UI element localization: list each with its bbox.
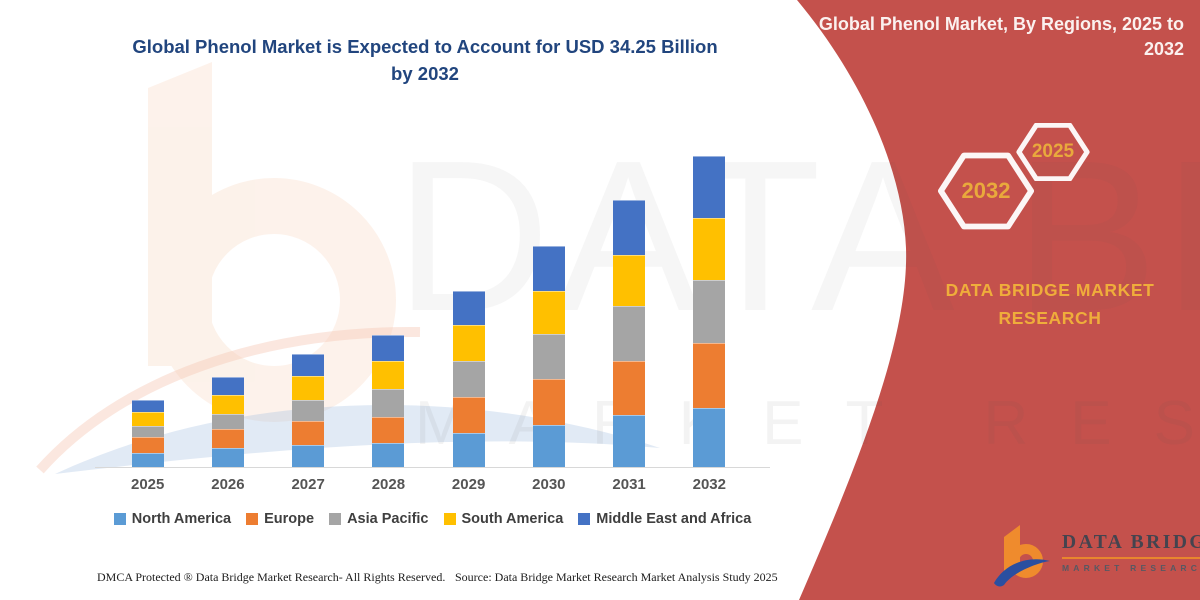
x-axis-label-2026: 2026 (211, 476, 245, 493)
x-axis-label-2030: 2030 (532, 476, 566, 493)
legend-item: North America (113, 511, 232, 527)
bar-segment-2029 (452, 360, 485, 398)
hexagon-2025-label: 2025 (1031, 141, 1075, 162)
bar-segment-2028 (372, 389, 405, 418)
bar-segment-2025 (131, 411, 164, 427)
bar-segment-2032 (693, 408, 726, 467)
watermark-databridge-text: DATA BRIDGE (395, 115, 1200, 356)
plot-area: 2025 2026 2027 2028 2029 2030 2031 2032 (95, 130, 770, 493)
bar-segment-2031 (613, 415, 646, 467)
x-axis-label-2032: 2032 (692, 476, 726, 493)
bar-segment-2026 (211, 395, 244, 415)
bar-2032 (693, 156, 726, 467)
bar-segment-2030 (532, 425, 565, 467)
x-axis-label-2029: 2029 (451, 476, 486, 493)
bar-segment-2028 (372, 360, 405, 390)
bar-segment-2025 (131, 426, 164, 438)
bar-segment-2026 (211, 414, 244, 429)
bar-segment-2025 (131, 437, 164, 454)
x-axis-label-2028: 2028 (371, 476, 406, 493)
bar-segment-2029 (452, 290, 485, 325)
bar-segment-2028 (372, 442, 405, 467)
bar-segment-2025 (131, 453, 164, 467)
bar-segment-2026 (211, 428, 244, 448)
legend-label: Middle East and Africa (596, 511, 752, 527)
bar-segment-2032 (693, 218, 726, 281)
x-axis-label-2031: 2031 (612, 476, 646, 493)
watermark-arc (36, 326, 421, 474)
bar-2031 (613, 200, 646, 467)
watermark-swoosh (55, 405, 660, 474)
legend-item: Europe (246, 511, 314, 527)
logo-text-block: DATA BRIDGE MARKET RESEARCH (1062, 532, 1200, 589)
legend-item: South America (443, 511, 564, 527)
bar-segment-2026 (211, 447, 244, 467)
bar-segment-2026 (211, 377, 244, 396)
legend: North America Europe Asia Pacific South Ame… (95, 511, 770, 527)
hexagon-2025: 2025 (1014, 123, 1092, 181)
bar-2025 (131, 399, 164, 467)
logo-underline (1062, 557, 1200, 559)
bar-2027 (292, 353, 325, 467)
bar-2030 (532, 245, 565, 467)
bar-segment-2025 (131, 399, 164, 412)
bar-2029 (452, 290, 485, 467)
legend-swatch-icon (246, 513, 259, 525)
legend-label: North America (131, 511, 232, 527)
bar-segment-2027 (292, 420, 325, 446)
watermark-b-logo (148, 62, 396, 422)
legend-swatch-icon (329, 513, 342, 525)
bar-segment-2031 (613, 305, 646, 361)
footer-source-text: Source: Data Bridge Market Research Mark… (455, 570, 778, 584)
legend-swatch-icon (113, 513, 126, 525)
bar-segment-2030 (532, 245, 565, 292)
logo-sub-text: MARKET RESEARCH (1062, 563, 1200, 573)
hexagon-outline-icon (938, 152, 1034, 230)
bar-segment-2029 (452, 324, 485, 361)
databridge-logo-icon (994, 525, 1050, 587)
bar-segment-2030 (532, 379, 565, 426)
bar-segment-2032 (693, 280, 726, 343)
bar-segment-2027 (292, 399, 325, 421)
hexagon-2032-label: 2032 (961, 178, 1011, 203)
bar-2028 (372, 334, 405, 467)
bar-2026 (211, 377, 244, 467)
bar-segment-2031 (613, 360, 646, 416)
red-panel-brand-text: DATA BRIDGE MARKET RESEARCH (945, 280, 1155, 328)
bar-segment-2027 (292, 353, 325, 377)
databridge-logo: DATA BRIDGE MARKET RESEARCH (992, 521, 1200, 589)
x-axis-label-2025: 2025 (131, 476, 165, 493)
legend-label: Europe (264, 511, 315, 527)
logo-brand-text: DATA BRIDGE (1062, 532, 1200, 553)
bar-segment-2030 (532, 291, 565, 334)
bar-segment-2030 (532, 333, 565, 380)
legend-label: South America (461, 511, 564, 527)
bar-segment-2029 (452, 432, 485, 467)
bar-segment-2027 (292, 445, 325, 467)
bar-segment-2031 (613, 200, 646, 255)
bar-segment-2028 (372, 417, 405, 443)
bar-segment-2031 (613, 254, 646, 306)
bar-segment-2032 (693, 156, 726, 219)
red-panel-heading: Global Phenol Market, By Regions, 2025 t… (818, 14, 1184, 60)
legend-swatch-icon (443, 513, 456, 525)
legend-swatch-icon (578, 513, 591, 525)
legend-item: Middle East and Africa (578, 511, 751, 527)
bar-segment-2032 (693, 342, 726, 408)
chart-title: Global Phenol Market is Expected to Acco… (132, 36, 718, 84)
hexagon-2032: 2032 (938, 152, 1034, 230)
red-panel-shape (797, 0, 1200, 600)
legend-label: Asia Pacific (347, 511, 429, 527)
x-axis-label-2027: 2027 (291, 476, 325, 493)
bar-segment-2028 (372, 334, 405, 361)
legend-item: Asia Pacific (329, 511, 429, 527)
footer-dmca-text: DMCA Protected ® Data Bridge Market Rese… (97, 570, 446, 584)
hexagon-outline-icon (1016, 123, 1090, 181)
bar-segment-2027 (292, 376, 325, 400)
bar-segment-2029 (452, 397, 485, 433)
